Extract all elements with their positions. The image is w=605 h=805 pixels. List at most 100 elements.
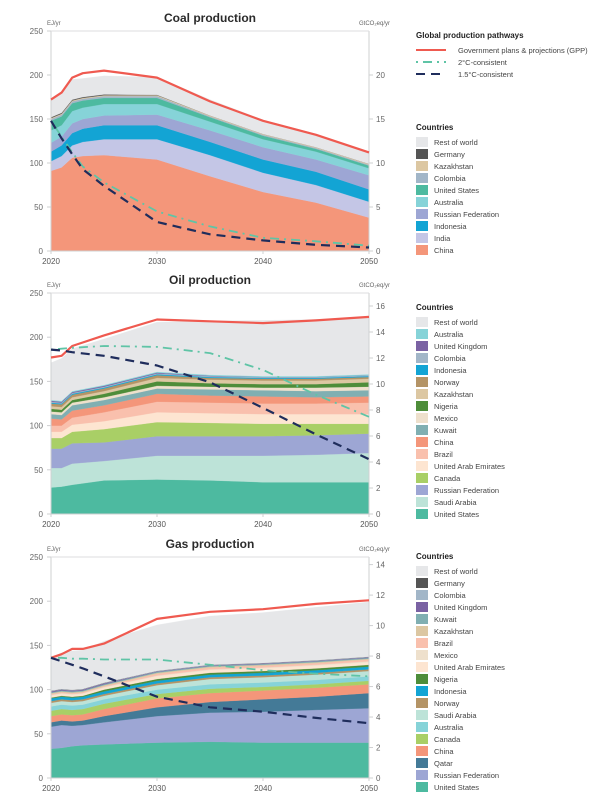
color-swatch-icon xyxy=(416,473,428,483)
color-swatch-icon xyxy=(416,722,428,732)
legend-item-kazakhstan: Kazakhstan xyxy=(416,160,499,172)
pathways-legend-label: 2°C-consistent xyxy=(458,57,507,67)
dashed-line-swatch-icon xyxy=(416,73,446,75)
legend-label: Norway xyxy=(434,377,460,387)
x-tick-label: 2030 xyxy=(148,257,166,266)
color-swatch-icon xyxy=(416,590,428,600)
legend-item-russian-federation: Russian Federation xyxy=(416,769,505,781)
color-swatch-icon xyxy=(416,437,428,447)
pathways-legend-label: Government plans & projections (GPP) xyxy=(458,45,588,55)
color-swatch-icon xyxy=(416,185,428,195)
legend-label: Saudi Arabia xyxy=(434,497,477,507)
legend-label: Russian Federation xyxy=(434,485,500,495)
legend-label: Germany xyxy=(434,578,465,588)
legend-item-united-kingdom: United Kingdom xyxy=(416,340,505,352)
y2-tick-label: 10 xyxy=(376,622,385,631)
y-tick-label: 100 xyxy=(30,686,44,695)
y-tick-label: 200 xyxy=(30,333,44,342)
stacked-areas xyxy=(50,316,370,515)
x-tick-label: 2020 xyxy=(42,520,60,529)
legend-label: Kazakhstan xyxy=(434,161,474,171)
color-swatch-icon xyxy=(416,758,428,768)
legend-label: Qatar xyxy=(434,758,453,768)
y2-tick-label: 4 xyxy=(376,458,381,467)
y2-tick-label: 0 xyxy=(376,510,381,519)
legend-label: United Kingdom xyxy=(434,341,488,351)
y2-tick-label: 2 xyxy=(376,744,381,753)
x-tick-label: 2040 xyxy=(254,520,272,529)
y-tick-label: 0 xyxy=(39,247,44,256)
y-tick-label: 100 xyxy=(30,422,44,431)
color-swatch-icon xyxy=(416,674,428,684)
legend-label: United States xyxy=(434,509,480,519)
y2-tick-label: 6 xyxy=(376,683,381,692)
legend-label: Australia xyxy=(434,722,464,732)
legend-label: Russian Federation xyxy=(434,770,500,780)
legend-label: United Arab Emirates xyxy=(434,662,505,672)
color-swatch-icon xyxy=(416,317,428,327)
legend-label: Kuwait xyxy=(434,425,457,435)
legend-item-norway: Norway xyxy=(416,376,505,388)
legend-label: Mexico xyxy=(434,650,458,660)
legend-item-china: China xyxy=(416,436,505,448)
legend-item-brazil: Brazil xyxy=(416,637,505,649)
pathways-legend-title: Global production pathways xyxy=(416,31,524,40)
legend-label: United Arab Emirates xyxy=(434,461,505,471)
legend-item-united-states: United States xyxy=(416,508,505,520)
y-axis-unit-label: EJ/yr xyxy=(47,283,61,289)
x-tick-label: 2020 xyxy=(42,257,60,266)
color-swatch-icon xyxy=(416,461,428,471)
legend-label: Nigeria xyxy=(434,674,458,684)
line-1-5-c-consistent xyxy=(50,120,370,249)
legend-item-china: China xyxy=(416,745,505,757)
legend-label: China xyxy=(434,245,454,255)
line-2-c-consistent xyxy=(50,120,370,247)
chart-title: Oil production xyxy=(169,273,251,287)
line-government-plans-projections-gpp xyxy=(50,599,370,659)
legend-item-kuwait: Kuwait xyxy=(416,613,505,625)
chart-title: Coal production xyxy=(164,11,256,25)
y2-tick-label: 15 xyxy=(376,115,385,124)
legend-label: Canada xyxy=(434,473,461,483)
line-government-plans-projections-gpp xyxy=(50,315,370,359)
color-swatch-icon xyxy=(416,449,428,459)
color-swatch-icon xyxy=(416,161,428,171)
legend-item-rest-of-world: Rest of world xyxy=(416,565,505,577)
legend-label: Saudi Arabia xyxy=(434,710,477,720)
legend-item-rest-of-world: Rest of world xyxy=(416,136,499,148)
y-tick-label: 250 xyxy=(30,553,44,562)
x-tick-label: 2030 xyxy=(148,520,166,529)
area-united-states xyxy=(50,741,370,779)
legend-label: Rest of world xyxy=(434,317,478,327)
color-swatch-icon xyxy=(416,173,428,183)
legend-item-mexico: Mexico xyxy=(416,412,505,424)
pathways-legend-item-2c: 2°C-consistent xyxy=(416,56,588,68)
legend-item-saudi-arabia: Saudi Arabia xyxy=(416,496,505,508)
legend-item-kazakhstan: Kazakhstan xyxy=(416,388,505,400)
color-swatch-icon xyxy=(416,233,428,243)
color-swatch-icon xyxy=(416,602,428,612)
y-tick-label: 0 xyxy=(39,510,44,519)
legend-label: Nigeria xyxy=(434,401,458,411)
color-swatch-icon xyxy=(416,485,428,495)
y-tick-label: 100 xyxy=(30,159,44,168)
legend-item-australia: Australia xyxy=(416,721,505,733)
color-swatch-icon xyxy=(416,197,428,207)
legend-item-united-states: United States xyxy=(416,781,505,793)
chart-title: Gas production xyxy=(166,537,255,551)
legend-item-mexico: Mexico xyxy=(416,649,505,661)
oil-countries-legend: Countries Rest of world Australia United K… xyxy=(416,303,505,520)
y2-axis-unit-label: GtCO₂eq/yr xyxy=(359,283,390,289)
coal-countries-legend-title: Countries xyxy=(416,123,454,132)
y-tick-label: 150 xyxy=(30,115,44,124)
pathways-legend-label: 1.5°C-consistent xyxy=(458,69,514,79)
x-tick-label: 2050 xyxy=(360,257,378,266)
color-swatch-icon xyxy=(416,497,428,507)
y2-tick-label: 16 xyxy=(376,302,385,311)
legend-label: Kazakhstan xyxy=(434,626,474,636)
x-tick-label: 2030 xyxy=(148,784,166,793)
legend-item-saudi-arabia: Saudi Arabia xyxy=(416,709,505,721)
legend-item-indonesia: Indonesia xyxy=(416,685,505,697)
y-axis-unit-label: EJ/yr xyxy=(47,21,61,27)
